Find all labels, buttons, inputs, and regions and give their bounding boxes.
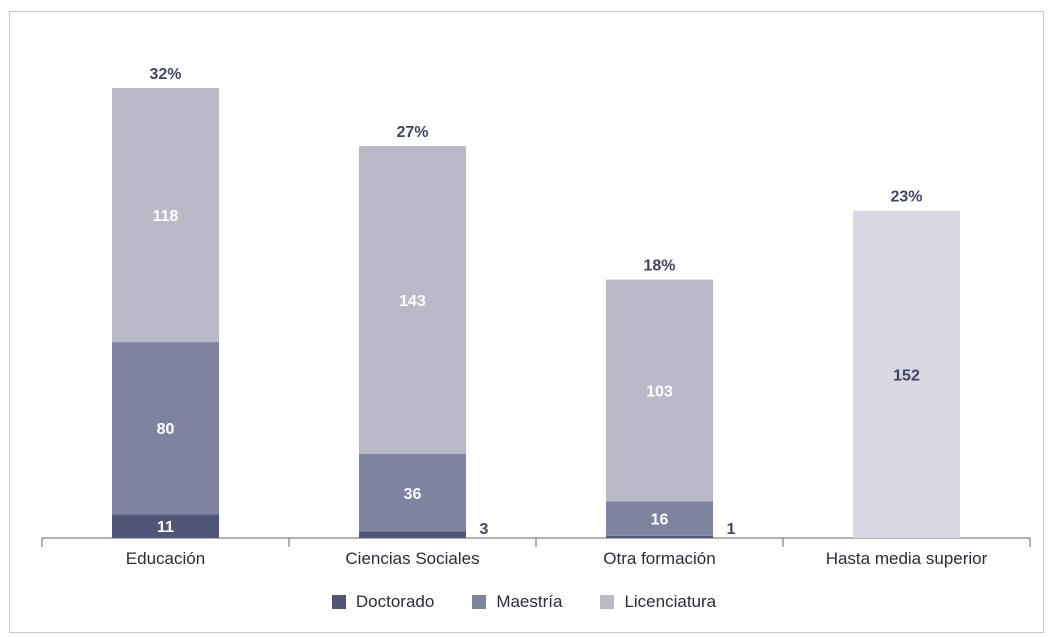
bar-value-label: 118: [153, 208, 179, 225]
x-tick-label: Educación: [126, 549, 205, 568]
bar-value-label: 11: [157, 519, 174, 536]
bar-value-label: 103: [646, 384, 673, 401]
bar-value-label: 16: [651, 512, 669, 529]
legend-label-maestria: Maestría: [496, 592, 563, 611]
bar-segment-doctorado: [359, 531, 466, 538]
bar-segment-maestria: [359, 454, 466, 532]
bar-segment-licenciatura: [359, 146, 466, 455]
total-percent-label: 18%: [643, 258, 675, 275]
total-percent-label: 32%: [149, 66, 181, 83]
bar-segment-maestria: [112, 342, 219, 515]
x-tick-label: Ciencias Sociales: [345, 549, 479, 568]
bar-value-label: 152: [893, 367, 920, 384]
legend-item-maestria: Maestría: [472, 592, 562, 612]
x-tick-label: Otra formación: [603, 549, 715, 568]
bar-segment-doctorado: [112, 514, 219, 538]
legend: Doctorado Maestría Licenciatura: [0, 592, 1048, 612]
bar-value-label: 1: [727, 521, 736, 538]
total-percent-label: 23%: [890, 189, 922, 206]
bar-value-label: 80: [157, 421, 175, 438]
legend-item-licenciatura: Licenciatura: [600, 592, 716, 612]
legend-swatch-licenciatura: [600, 595, 615, 609]
legend-label-licenciatura: Licenciatura: [624, 592, 717, 611]
legend-swatch-doctorado: [331, 595, 346, 609]
bar-value-label: 143: [399, 293, 426, 310]
bar-value-label: 36: [404, 486, 422, 503]
bar-value-label: 3: [480, 521, 489, 538]
legend-swatch-maestria: [472, 595, 487, 609]
total-percent-label: 27%: [396, 124, 428, 141]
bar-segment-licenciatura: [112, 88, 219, 343]
bar-hasta-media-superior: [853, 210, 960, 538]
legend-item-doctorado: Doctorado: [331, 592, 435, 612]
bar-segment-doctorado: [606, 535, 713, 538]
stacked-bar-chart: 11 80 118 32% Educación 3 36 143 27% Ciencias Soc…: [41, 66, 1031, 568]
x-tick-label: Hasta media superior: [826, 549, 988, 568]
bar-segment-maestria: [606, 501, 713, 536]
legend-label-doctorado: Doctorado: [355, 592, 435, 611]
bar-segment-licenciatura: [606, 279, 713, 502]
